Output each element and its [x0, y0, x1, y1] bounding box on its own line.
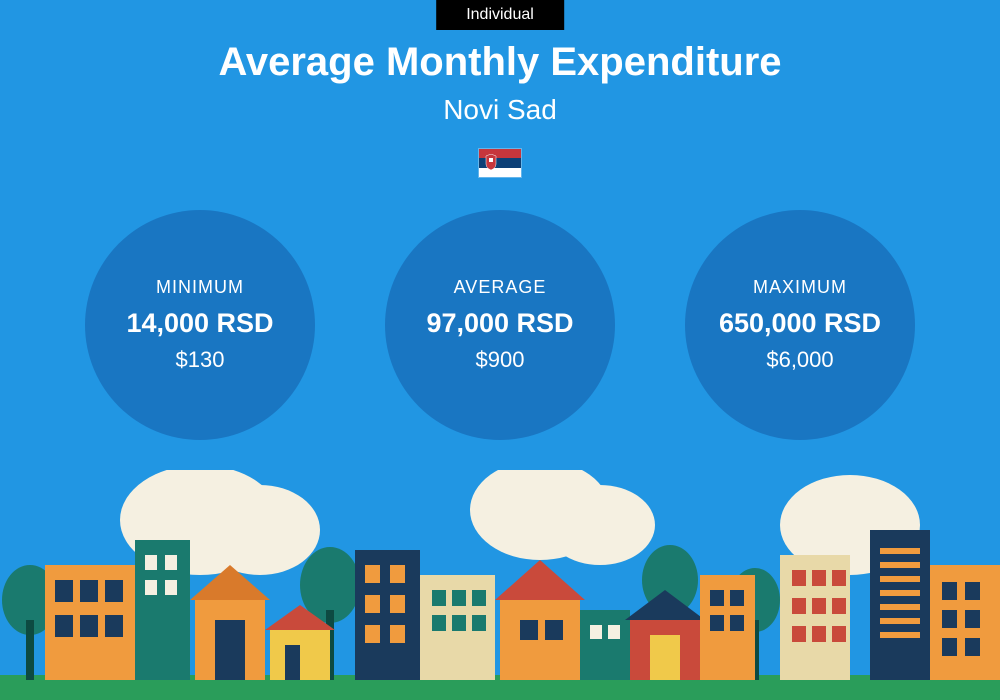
serbia-flag-icon — [478, 148, 522, 178]
stat-usd: $6,000 — [766, 347, 833, 373]
stat-value: 97,000 RSD — [426, 308, 573, 339]
cityscape-illustration — [0, 470, 1000, 700]
stat-label: MAXIMUM — [753, 277, 847, 298]
city-name: Novi Sad — [0, 94, 1000, 126]
stats-row: MINIMUM 14,000 RSD $130 AVERAGE 97,000 R… — [0, 210, 1000, 440]
stat-circle-minimum: MINIMUM 14,000 RSD $130 — [85, 210, 315, 440]
stat-value: 14,000 RSD — [126, 308, 273, 339]
stat-circle-maximum: MAXIMUM 650,000 RSD $6,000 — [685, 210, 915, 440]
stat-usd: $130 — [176, 347, 225, 373]
stat-usd: $900 — [476, 347, 525, 373]
page-title: Average Monthly Expenditure — [0, 40, 1000, 85]
stat-circle-average: AVERAGE 97,000 RSD $900 — [385, 210, 615, 440]
category-tab[interactable]: Individual — [436, 0, 564, 30]
stat-label: MINIMUM — [156, 277, 244, 298]
stat-value: 650,000 RSD — [719, 308, 881, 339]
stat-label: AVERAGE — [454, 277, 547, 298]
